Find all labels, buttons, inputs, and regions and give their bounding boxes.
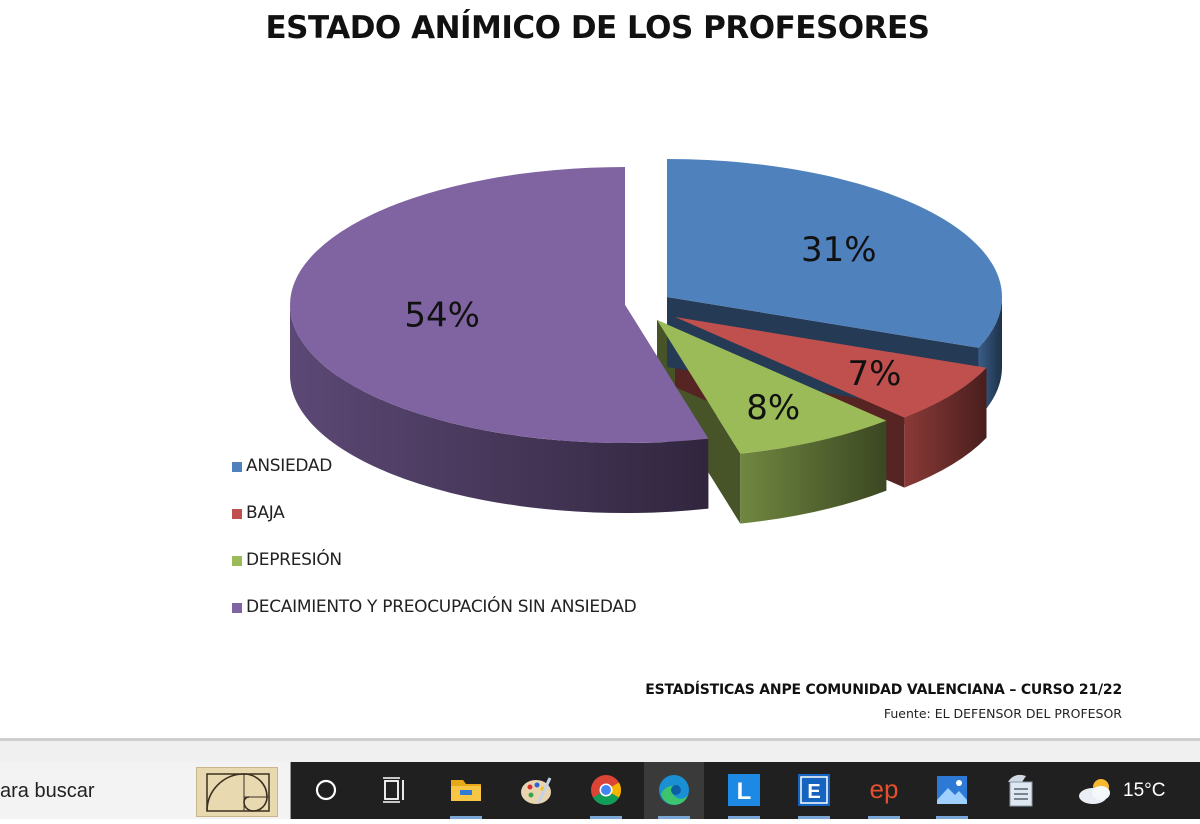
cloud-sun-icon	[1079, 779, 1110, 804]
weather-widget[interactable]: 15°C	[1075, 776, 1200, 806]
running-indicator	[728, 816, 760, 819]
svg-text:ep: ep	[870, 774, 899, 804]
taskbar-search-box[interactable]: ara buscar	[0, 762, 291, 819]
pie-label-0: 31%	[801, 230, 877, 270]
task-view-icon[interactable]	[366, 762, 426, 819]
legend-swatch-depresion	[232, 556, 242, 566]
legend-label-ansiedad: ANSIEDAD	[246, 456, 333, 476]
pie-chart: 31% 7% 8% 54%	[290, 159, 1002, 524]
pie-slice-1	[675, 317, 987, 418]
running-indicator	[936, 816, 968, 819]
pie-slice-side-1	[904, 367, 987, 488]
paint-icon[interactable]	[506, 762, 566, 819]
running-indicator	[450, 816, 482, 819]
document-scanner-icon[interactable]	[990, 762, 1050, 819]
l-app-icon[interactable]: L	[714, 762, 774, 819]
legend-swatch-ansiedad	[232, 462, 242, 472]
pie-label-1: 7%	[848, 354, 902, 394]
legend-swatch-baja	[232, 509, 242, 519]
window-divider	[0, 738, 1200, 741]
running-indicator	[590, 816, 622, 819]
edge-icon[interactable]	[644, 762, 704, 819]
pie-slice-2	[657, 320, 887, 454]
pie-label-2: 8%	[746, 388, 800, 428]
ep-app-icon[interactable]: ep	[854, 762, 914, 819]
running-indicator	[798, 816, 830, 819]
file-explorer-icon[interactable]	[436, 762, 496, 819]
pie-slice-side-3	[290, 305, 709, 513]
cortana-icon[interactable]	[296, 762, 356, 819]
legend-label-baja: BAJA	[246, 503, 285, 523]
pie-slice-0	[667, 159, 1002, 348]
legend-label-depresion: DEPRESIÓN	[246, 550, 342, 570]
statistics-source-title: ESTADÍSTICAS ANPE COMUNIDAD VALENCIANA –…	[645, 682, 1122, 698]
svg-text:E: E	[807, 781, 820, 803]
legend-label-decaimiento: DECAIMIENTO Y PREOCUPACIÓN SIN ANSIEDAD	[246, 597, 637, 617]
temperature-label: 15°C	[1123, 780, 1166, 801]
running-indicator	[658, 816, 690, 819]
legend-swatch-decaimiento	[232, 603, 242, 613]
page-title: ESTADO ANÍMICO DE LOS PROFESORES	[265, 10, 930, 46]
search-placeholder: ara buscar	[0, 780, 95, 802]
window-bottom-edge	[0, 738, 1200, 762]
e-app-icon[interactable]: E	[784, 762, 844, 819]
photos-icon[interactable]	[922, 762, 982, 819]
taskbar: ara buscar	[0, 762, 1200, 819]
running-indicator	[868, 816, 900, 819]
statistics-source-credit: Fuente: EL DEFENSOR DEL PROFESOR	[883, 706, 1122, 721]
chrome-icon[interactable]	[576, 762, 636, 819]
svg-text:L: L	[737, 778, 752, 805]
pie-slice-3	[290, 167, 709, 443]
search-highlight-image	[196, 767, 278, 817]
document-view: ESTADO ANÍMICO DE LOS PROFESORES 31% 7% 8%…	[232, 10, 1123, 721]
pie-label-3: 54%	[404, 296, 480, 336]
pie-slice-side-2	[740, 420, 887, 524]
